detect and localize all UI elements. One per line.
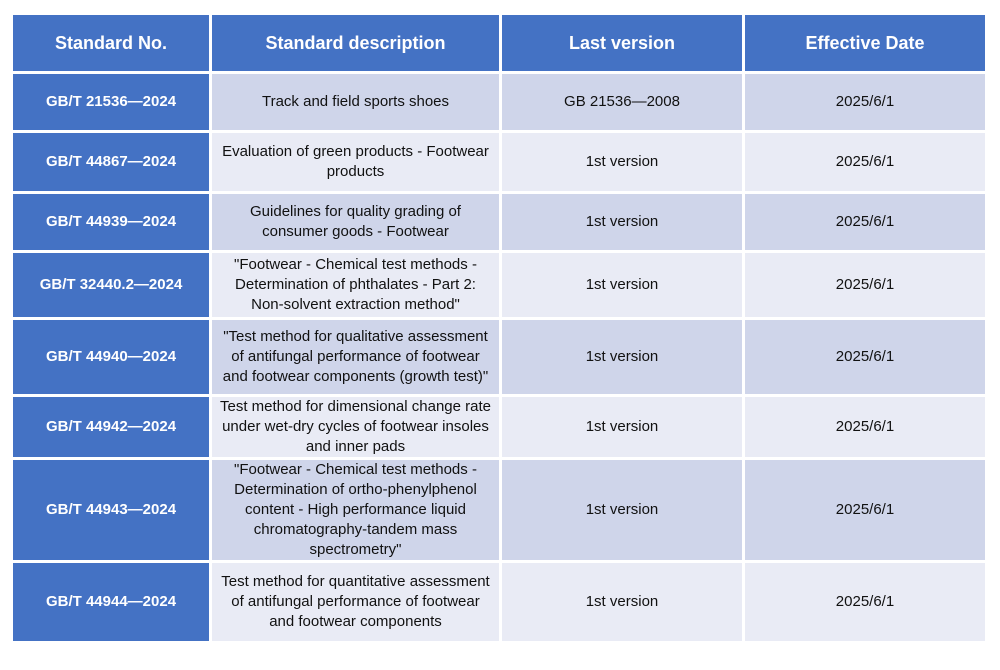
table-row: GB/T 21536—2024 Track and field sports s… bbox=[13, 74, 985, 130]
description-cell: Guidelines for quality grading of consum… bbox=[212, 194, 499, 250]
table-row: GB/T 44939—2024 Guidelines for quality g… bbox=[13, 194, 985, 250]
header-last-version: Last version bbox=[502, 15, 742, 71]
description-cell: "Footwear - Chemical test methods - Dete… bbox=[212, 460, 499, 560]
last-version-cell: 1st version bbox=[502, 320, 742, 394]
description-cell: "Footwear - Chemical test methods - Dete… bbox=[212, 253, 499, 317]
table-row: GB/T 44944—2024 Test method for quantita… bbox=[13, 563, 985, 641]
effective-date-cell: 2025/6/1 bbox=[745, 194, 985, 250]
last-version-cell: 1st version bbox=[502, 194, 742, 250]
table-row: GB/T 32440.2—2024 "Footwear - Chemical t… bbox=[13, 253, 985, 317]
table-row: GB/T 44942—2024 Test method for dimensio… bbox=[13, 397, 985, 457]
cropped-title-remnant bbox=[0, 0, 1000, 8]
table-row: GB/T 44940—2024 "Test method for qualita… bbox=[13, 320, 985, 394]
standard-no-cell: GB/T 44867—2024 bbox=[13, 133, 209, 191]
effective-date-cell: 2025/6/1 bbox=[745, 460, 985, 560]
standard-no-cell: GB/T 44942—2024 bbox=[13, 397, 209, 457]
last-version-cell: 1st version bbox=[502, 253, 742, 317]
last-version-cell: GB 21536—2008 bbox=[502, 74, 742, 130]
effective-date-cell: 2025/6/1 bbox=[745, 74, 985, 130]
effective-date-cell: 2025/6/1 bbox=[745, 133, 985, 191]
last-version-cell: 1st version bbox=[502, 563, 742, 641]
last-version-cell: 1st version bbox=[502, 397, 742, 457]
standards-table: Standard No. Standard description Last v… bbox=[10, 12, 988, 644]
header-standard-no: Standard No. bbox=[13, 15, 209, 71]
table-header-row: Standard No. Standard description Last v… bbox=[13, 15, 985, 71]
effective-date-cell: 2025/6/1 bbox=[745, 320, 985, 394]
last-version-cell: 1st version bbox=[502, 460, 742, 560]
standard-no-cell: GB/T 44943—2024 bbox=[13, 460, 209, 560]
description-cell: Track and field sports shoes bbox=[212, 74, 499, 130]
effective-date-cell: 2025/6/1 bbox=[745, 253, 985, 317]
header-effective-date: Effective Date bbox=[745, 15, 985, 71]
description-cell: "Test method for qualitative assessment … bbox=[212, 320, 499, 394]
standard-no-cell: GB/T 44940—2024 bbox=[13, 320, 209, 394]
standard-no-cell: GB/T 32440.2—2024 bbox=[13, 253, 209, 317]
header-standard-description: Standard description bbox=[212, 15, 499, 71]
standard-no-cell: GB/T 44939—2024 bbox=[13, 194, 209, 250]
table-row: GB/T 44867—2024 Evaluation of green prod… bbox=[13, 133, 985, 191]
description-cell: Evaluation of green products - Footwear … bbox=[212, 133, 499, 191]
standard-no-cell: GB/T 21536—2024 bbox=[13, 74, 209, 130]
effective-date-cell: 2025/6/1 bbox=[745, 563, 985, 641]
description-cell: Test method for dimensional change rate … bbox=[212, 397, 499, 457]
effective-date-cell: 2025/6/1 bbox=[745, 397, 985, 457]
table-row: GB/T 44943—2024 "Footwear - Chemical tes… bbox=[13, 460, 985, 560]
standard-no-cell: GB/T 44944—2024 bbox=[13, 563, 209, 641]
description-cell: Test method for quantitative assessment … bbox=[212, 563, 499, 641]
last-version-cell: 1st version bbox=[502, 133, 742, 191]
